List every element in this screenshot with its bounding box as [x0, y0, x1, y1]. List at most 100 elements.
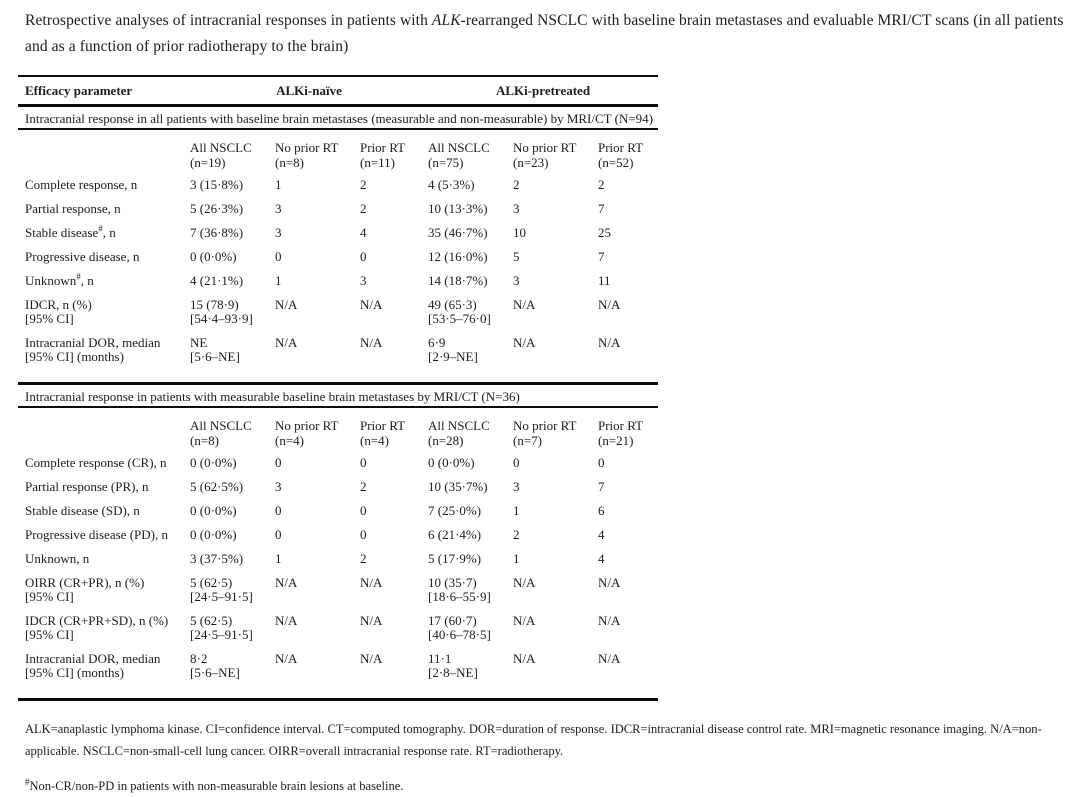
- table-cell: NE [5·6–NE]: [190, 335, 240, 364]
- table-row: Unknown#, n 4 (21·1%) 1 3 14 (18·7%) 3 11: [18, 269, 658, 293]
- column-header: All NSCLC (n=28): [428, 418, 490, 448]
- table-cell: N/A: [360, 651, 383, 666]
- table-cell: 3 (15·8%): [190, 177, 244, 192]
- table-caption: Retrospective analyses of intracranial r…: [25, 8, 1067, 60]
- column-header: All NSCLC (n=75): [428, 140, 490, 170]
- column-header: All NSCLC (n=19): [190, 140, 252, 170]
- table-row: IDCR (CR+PR+SD), n (%) [95% CI] 5 (62·5) …: [18, 609, 658, 647]
- row-label: Stable disease (SD), n: [25, 503, 140, 518]
- table-cell: 0: [275, 527, 282, 542]
- table-cell: 0: [360, 503, 367, 518]
- section-title: Intracranial response in patients with m…: [18, 385, 658, 408]
- caption-text-prefix: Retrospective analyses of intracranial r…: [25, 12, 432, 29]
- table-cell: 2: [360, 201, 367, 216]
- table-cell: 3: [513, 201, 520, 216]
- table-cell: 0: [275, 503, 282, 518]
- table-cell: 2: [360, 479, 367, 494]
- row-label: Stable disease#, n: [25, 223, 116, 240]
- table-cell: 6 (21·4%): [428, 527, 482, 542]
- table-cell: 8·2 [5·6–NE]: [190, 651, 240, 680]
- table-row: Stable disease#, n 7 (36·8%) 3 4 35 (46·7%) 1…: [18, 221, 658, 245]
- table-cell: N/A: [360, 335, 383, 350]
- row-label: Complete response, n: [25, 177, 138, 192]
- table-cell: 0 (0·0%): [190, 503, 237, 518]
- hash-footnote: #Non-CR/non-PD in patients with non-meas…: [25, 775, 1071, 797]
- column-header: No prior RT (n=7): [513, 418, 577, 448]
- table-cell: 5 (26·3%): [190, 201, 244, 216]
- table-cell: 1: [275, 273, 282, 288]
- table-cell: 2: [598, 177, 605, 192]
- table-cell: 0: [360, 527, 367, 542]
- column-header: Prior RT (n=4): [360, 418, 406, 448]
- table-row: OIRR (CR+PR), n (%) [95% CI] 5 (62·5) [24…: [18, 571, 658, 609]
- table-cell: 3: [360, 273, 367, 288]
- table-cell: 3: [513, 273, 520, 288]
- table-cell: N/A: [360, 297, 383, 312]
- table-cell: 6: [598, 503, 605, 518]
- table-cell: N/A: [598, 297, 621, 312]
- table-cell: 0: [275, 249, 282, 264]
- table-cell: 0: [513, 455, 520, 470]
- table-sections: Intracranial response in all patients wi…: [18, 107, 658, 701]
- table-cell: 11·1 [2·8–NE]: [428, 651, 478, 680]
- row-label: Intracranial DOR, median [95% CI] (month…: [25, 651, 161, 680]
- footnotes: ALK=anaplastic lymphoma kinase. CI=confi…: [25, 718, 1071, 797]
- table-cell: 7: [598, 479, 605, 494]
- table-cell: 2: [360, 551, 367, 566]
- row-label: Unknown#, n: [25, 271, 94, 288]
- table-cell: 4 (5·3%): [428, 177, 475, 192]
- column-header-spacer: [25, 140, 190, 170]
- table-cell: 4 (21·1%): [190, 273, 244, 288]
- table-cell: N/A: [275, 651, 298, 666]
- column-group-alki-pretreated: ALKi-pretreated: [495, 83, 591, 98]
- table-cell: 49 (65·3) [53·5–76·0]: [428, 297, 491, 326]
- table-cell: 7 (25·0%): [428, 503, 482, 518]
- table-cell: N/A: [513, 651, 536, 666]
- caption-gene-name: ALK: [431, 12, 461, 29]
- row-label: IDCR (CR+PR+SD), n (%) [95% CI]: [25, 613, 169, 642]
- efficacy-table: Efficacy parameter ALKi-naïve ALKi-pretr…: [18, 75, 658, 701]
- table-cell: 2: [513, 177, 520, 192]
- table-cell: N/A: [598, 335, 621, 350]
- row-label: IDCR, n (%) [95% CI]: [25, 297, 92, 326]
- table-cell: 3: [275, 225, 282, 240]
- column-header: No prior RT (n=8): [275, 140, 339, 170]
- column-header: No prior RT (n=4): [275, 418, 339, 448]
- table-cell: 0 (0·0%): [190, 249, 237, 264]
- table-cell: N/A: [360, 575, 383, 590]
- table-cell: N/A: [598, 613, 621, 628]
- column-header: Prior RT (n=11): [360, 140, 406, 170]
- abbreviations-footnote: ALK=anaplastic lymphoma kinase. CI=confi…: [25, 722, 1042, 758]
- table-cell: 3: [513, 479, 520, 494]
- column-header-row: All NSCLC (n=19) No prior RT (n=8) Prior R…: [18, 140, 658, 170]
- table-cell: 5 (17·9%): [428, 551, 482, 566]
- column-header-row: All NSCLC (n=8) No prior RT (n=4) Prior RT…: [18, 418, 658, 448]
- row-label: Complete response (CR), n: [25, 455, 167, 470]
- table-cell: N/A: [275, 575, 298, 590]
- table-cell: 10 (35·7%): [428, 479, 488, 494]
- table-cell: N/A: [598, 651, 621, 666]
- table-cell: 3: [275, 479, 282, 494]
- table-cell: 0 (0·0%): [428, 455, 475, 470]
- table-row: Partial response, n 5 (26·3%) 3 2 10 (13·3%)…: [18, 197, 658, 221]
- table-cell: N/A: [275, 613, 298, 628]
- table-section: Intracranial response in patients with m…: [18, 385, 658, 701]
- table-row: Progressive disease, n 0 (0·0%) 0 0 12 (16·0…: [18, 245, 658, 269]
- table-cell: 12 (16·0%): [428, 249, 488, 264]
- table-row: Progressive disease (PD), n 0 (0·0%) 0 0 6 (…: [18, 523, 658, 547]
- table-header-row: Efficacy parameter ALKi-naïve ALKi-pretr…: [18, 77, 658, 107]
- table-cell: 11: [598, 273, 611, 288]
- footnote-marker: #: [98, 223, 103, 234]
- table-cell: N/A: [513, 613, 536, 628]
- table-cell: 3: [275, 201, 282, 216]
- table-cell: 4: [360, 225, 367, 240]
- table-cell: 7: [598, 201, 605, 216]
- row-label: OIRR (CR+PR), n (%) [95% CI]: [25, 575, 145, 604]
- table-cell: 7 (36·8%): [190, 225, 244, 240]
- table-row: Stable disease (SD), n 0 (0·0%) 0 0 7 (25·0%…: [18, 499, 658, 523]
- table-cell: 1: [275, 177, 282, 192]
- table-row: IDCR, n (%) [95% CI] 15 (78·9) [54·4–93·9…: [18, 293, 658, 331]
- table-cell: 0: [275, 455, 282, 470]
- table-section: Intracranial response in all patients wi…: [18, 107, 658, 385]
- row-label: Partial response, n: [25, 201, 121, 216]
